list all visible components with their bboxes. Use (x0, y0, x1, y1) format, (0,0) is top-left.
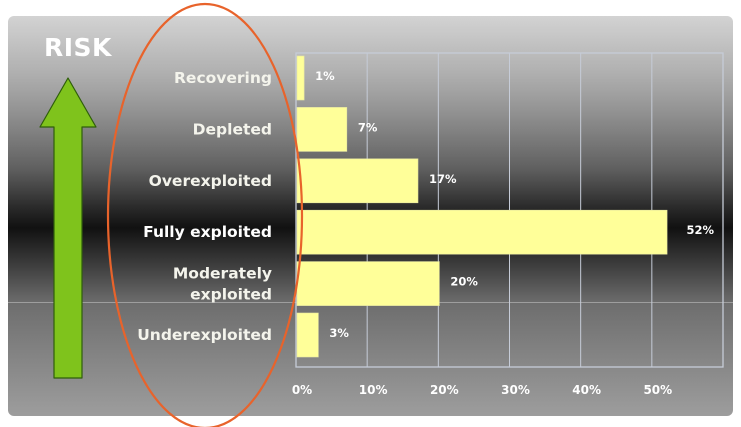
x-tick-label: 20% (430, 383, 459, 397)
bar-value-label: 17% (429, 172, 457, 186)
category-label: Overexploited (149, 172, 272, 190)
bar-value-label: 7% (358, 120, 378, 134)
bar (296, 261, 440, 306)
bar (296, 209, 668, 255)
tick-label-layer: 0% 10% 20% 30% 40% 50% (292, 383, 672, 397)
bar (296, 158, 419, 204)
category-label: Depleted (193, 120, 272, 138)
x-tick-label: 0% (292, 383, 312, 397)
risk-arrow-shape (39, 77, 97, 379)
category-label-layer: Recovering Depleted Overexploited Fully exp… (137, 69, 272, 344)
bar (296, 312, 319, 358)
x-tick-label: 10% (359, 383, 388, 397)
category-label: Moderately (173, 265, 272, 283)
category-label: exploited (190, 286, 272, 304)
highlight-ellipse (106, 2, 304, 427)
category-label: Fully exploited (143, 223, 272, 241)
category-label: Underexploited (137, 326, 272, 344)
risk-arrow-icon (39, 77, 97, 379)
bar (296, 107, 348, 152)
bar-value-label: 3% (329, 326, 349, 340)
bar-value-label: 20% (450, 275, 478, 289)
value-label-layer: 1% 7% 17% 52% 20% 3% (315, 69, 714, 340)
risk-label: RISK (44, 33, 112, 62)
bar-value-label: 1% (315, 69, 335, 83)
category-label: Recovering (174, 69, 272, 87)
bar-layer (296, 55, 668, 358)
bar (296, 55, 305, 101)
x-tick-label: 40% (572, 383, 601, 397)
x-tick-label: 50% (643, 383, 672, 397)
bar-value-label: 52% (686, 223, 714, 237)
x-tick-label: 30% (501, 383, 530, 397)
